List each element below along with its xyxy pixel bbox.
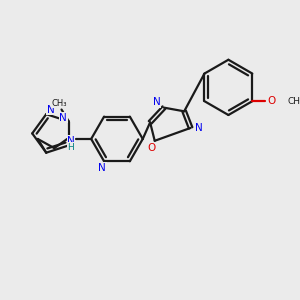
Text: N: N [59, 113, 67, 123]
Text: N: N [47, 104, 55, 115]
Text: CH₃: CH₃ [287, 97, 300, 106]
Text: N: N [98, 163, 106, 173]
Text: N: N [153, 97, 160, 107]
Text: H: H [68, 143, 74, 152]
Text: O: O [268, 96, 276, 106]
Text: N: N [195, 123, 203, 133]
Text: CH₃: CH₃ [52, 99, 68, 108]
Text: N: N [67, 136, 75, 146]
Text: O: O [147, 143, 155, 153]
